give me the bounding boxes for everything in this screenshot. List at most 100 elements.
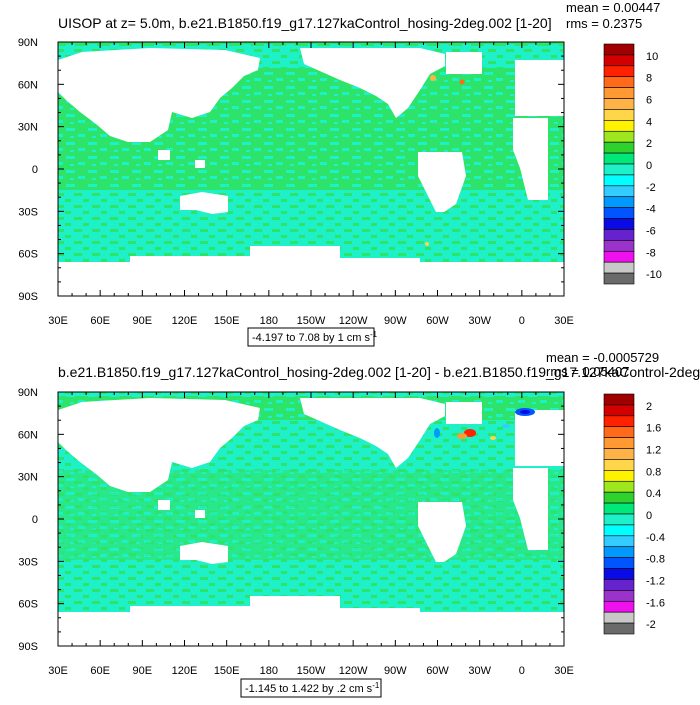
colorbar-swatch bbox=[603, 579, 635, 591]
panel-1-greenland bbox=[446, 52, 482, 74]
y-tick-label: 30S bbox=[18, 206, 38, 218]
y-tick-label: 30N bbox=[18, 122, 38, 134]
colorbar-swatch bbox=[603, 480, 635, 493]
colorbar-label: -4 bbox=[646, 204, 656, 216]
x-tick-label: 180 bbox=[260, 315, 278, 327]
colorbar-label: 10 bbox=[646, 51, 658, 63]
colorbar-label: -10 bbox=[646, 269, 662, 281]
panel-2-mean: mean = -0.0005729 bbox=[546, 350, 659, 365]
colorbar-swatch bbox=[603, 491, 635, 504]
panel-1: UISOP at z= 5.0m, b.e21.B1850.f19_g17.12… bbox=[18, 0, 662, 347]
panel-1-north-america bbox=[300, 48, 445, 118]
colorbar-swatch bbox=[603, 240, 635, 252]
colorbar-swatch bbox=[603, 502, 635, 515]
y-tick-label: 60S bbox=[18, 249, 38, 261]
colorbar-label: -2 bbox=[646, 182, 656, 194]
panel-2-anomaly-red-1 bbox=[464, 429, 476, 437]
panel-2-title: b.e21.B1850.f19_g17.127kaControl_hosing-… bbox=[58, 364, 700, 380]
x-tick-label: 60W bbox=[426, 315, 449, 327]
colorbar-label: -0.4 bbox=[646, 532, 665, 544]
x-tick-label: 60E bbox=[90, 315, 110, 327]
x-tick-label: 150W bbox=[297, 315, 326, 327]
panel-1-africa bbox=[513, 118, 548, 200]
x-tick-label: 0 bbox=[519, 665, 525, 677]
x-tick-label: 150E bbox=[214, 315, 240, 327]
panel-2-anomaly-blue-4 bbox=[502, 424, 510, 428]
x-tick-label: 120E bbox=[172, 315, 198, 327]
colorbar-label: 4 bbox=[646, 116, 652, 128]
panel-1-anomaly-1 bbox=[430, 75, 436, 81]
colorbar-label: 0.8 bbox=[646, 466, 661, 478]
panel-2-x-ticks: 30E 60E 90E 120E 150E 180 150W 120W 90W 60W 30W 0 30… bbox=[48, 392, 574, 677]
panel-2-anomaly-blue-2 bbox=[520, 410, 530, 414]
colorbar-swatch bbox=[603, 130, 635, 143]
colorbar-label: 0 bbox=[646, 510, 652, 522]
x-tick-label: 90W bbox=[384, 315, 407, 327]
y-tick-label: 0 bbox=[32, 164, 38, 176]
colorbar-label: 1.2 bbox=[646, 445, 661, 457]
y-tick-label: 0 bbox=[32, 514, 38, 526]
y-tick-label: 30S bbox=[18, 556, 38, 568]
panel-1-range-label: -4.197 to 7.08 by 1 cm s bbox=[252, 332, 371, 344]
colorbar-swatch bbox=[603, 152, 635, 165]
panel-1-y-ticks: 90N 60N 30N 0 30S 60S 90S bbox=[18, 37, 564, 303]
panel-1-se-asia-1 bbox=[158, 150, 170, 160]
colorbar-swatch bbox=[603, 404, 635, 417]
colorbar-swatch bbox=[603, 54, 635, 67]
panel-2-north-america bbox=[300, 398, 445, 468]
panel-1-australia bbox=[180, 192, 228, 214]
colorbar-swatch bbox=[603, 174, 635, 187]
colorbar-swatch bbox=[603, 437, 635, 449]
panel-2-eurasia bbox=[58, 398, 260, 492]
colorbar-swatch bbox=[603, 524, 635, 537]
colorbar-label: -1.6 bbox=[646, 597, 665, 609]
panel-2-south-america bbox=[418, 502, 466, 562]
panel-2-se-asia-1 bbox=[158, 500, 170, 510]
x-tick-label: 60W bbox=[426, 665, 449, 677]
panel-1-range-unit-exp: -1 bbox=[370, 330, 378, 339]
x-tick-label: 90E bbox=[133, 315, 153, 327]
colorbar-swatch bbox=[603, 250, 635, 263]
y-tick-label: 30N bbox=[18, 472, 38, 484]
panel-1-south-america bbox=[418, 152, 466, 212]
colorbar-swatch bbox=[603, 163, 635, 176]
colorbar-swatch bbox=[603, 196, 635, 208]
panel-2: b.e21.B1850.f19_g17.127kaControl_hosing-… bbox=[18, 350, 700, 698]
x-tick-label: 30E bbox=[554, 315, 574, 327]
x-tick-label: 150W bbox=[297, 665, 326, 677]
colorbar-label: -8 bbox=[646, 247, 656, 259]
x-tick-label: 90E bbox=[133, 665, 153, 677]
colorbar-label: -0.8 bbox=[646, 554, 665, 566]
panel-2-anomaly-orange-1 bbox=[457, 433, 467, 439]
colorbar-swatch bbox=[603, 535, 635, 548]
y-tick-label: 90S bbox=[18, 641, 38, 653]
colorbar-swatch bbox=[603, 43, 635, 56]
y-tick-label: 60N bbox=[18, 429, 38, 441]
colorbar-swatch bbox=[603, 207, 635, 219]
colorbar-swatch bbox=[603, 109, 635, 121]
panel-1-anomaly-2 bbox=[459, 79, 465, 85]
svg-text:-1.145 to 1.422 by .2 cm s-1: -1.145 to 1.422 by .2 cm s-1 bbox=[245, 681, 380, 695]
x-tick-label: 150E bbox=[214, 665, 240, 677]
colorbar-label: -2 bbox=[646, 619, 656, 631]
colorbar-swatch bbox=[603, 65, 635, 78]
colorbar-swatch bbox=[603, 600, 635, 613]
colorbar-swatch bbox=[603, 611, 635, 624]
x-tick-label: 30W bbox=[468, 315, 491, 327]
panel-1-map bbox=[58, 42, 564, 296]
colorbar-swatch bbox=[603, 76, 635, 88]
x-tick-label: 30E bbox=[554, 665, 574, 677]
colorbar-swatch bbox=[603, 622, 635, 635]
panel-2-australia bbox=[180, 542, 228, 564]
colorbar-label: 1.6 bbox=[646, 423, 661, 435]
panel-2-antarctic-coast bbox=[58, 596, 564, 620]
x-tick-label: 120W bbox=[339, 315, 368, 327]
colorbar-swatch bbox=[603, 185, 635, 198]
panel-1-range-box: -4.197 to 7.08 by 1 cm s-1 bbox=[247, 327, 378, 347]
panel-2-africa bbox=[513, 468, 548, 550]
x-tick-label: 0 bbox=[519, 315, 525, 327]
y-tick-label: 60N bbox=[18, 79, 38, 91]
panel-1-mean: mean = 0.00447 bbox=[566, 0, 660, 15]
colorbar-swatch bbox=[603, 141, 635, 154]
